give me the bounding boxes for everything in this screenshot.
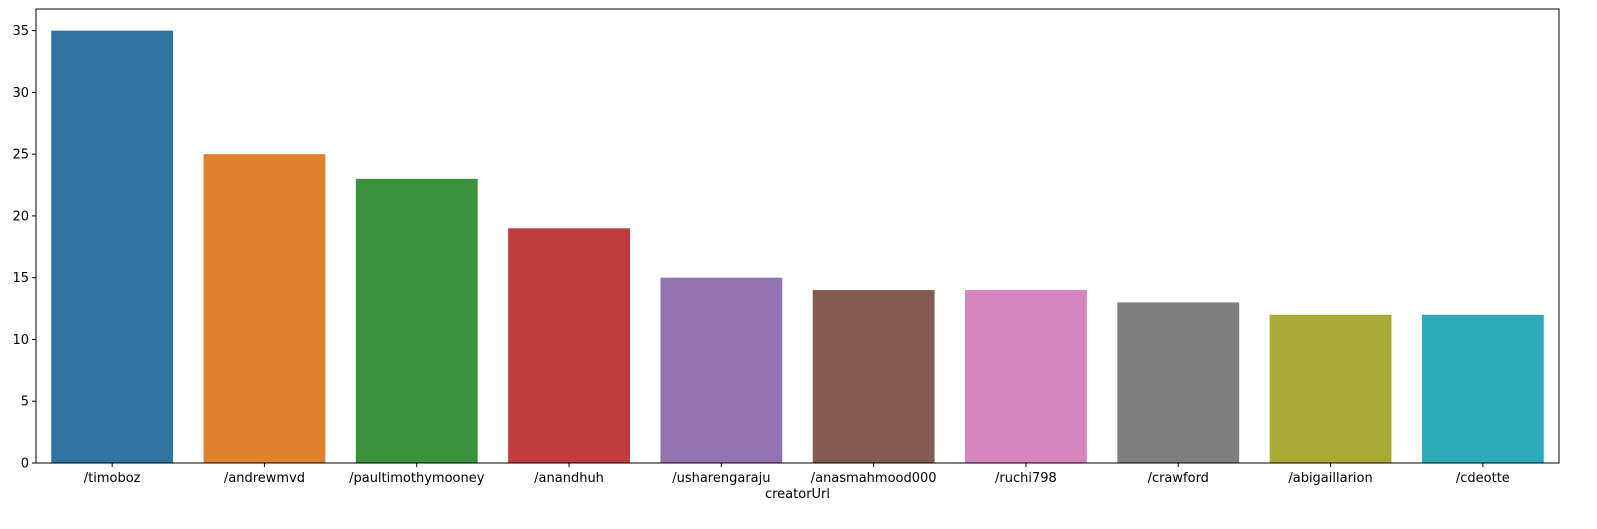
y-axis: 0 5 10 15 20 25 30 35: [12, 24, 36, 472]
x-tick-label: /anasmahmood000: [811, 471, 937, 486]
x-tick-label: /cdeotte: [1456, 471, 1510, 486]
bar-anasmahmood000: [812, 290, 935, 463]
x-tick-label: /abigaillarion: [1288, 471, 1372, 486]
bar-abigaillarion: [1269, 314, 1392, 463]
y-tick-label: 25: [12, 148, 29, 163]
y-tick-label: 0: [21, 457, 29, 472]
x-tick-label: /crawford: [1148, 471, 1209, 486]
x-tick-label: /anandhuh: [534, 471, 604, 486]
bars-layer: [51, 30, 1544, 463]
x-tick-label: /paultimothymooney: [349, 471, 485, 486]
bar-timoboz: [51, 30, 174, 463]
bar-ruchi798: [965, 290, 1087, 463]
bar-cdeotte: [1421, 314, 1544, 463]
plot-frame: [35, 8, 1560, 464]
x-tick-label: /timoboz: [84, 471, 141, 486]
y-tick-label: 30: [12, 86, 29, 101]
bar-paultimothymooney: [355, 178, 478, 463]
y-tick-label: 35: [12, 24, 29, 39]
y-tick-label: 15: [12, 271, 29, 286]
bar-anandhuh: [508, 228, 630, 463]
y-tick-label: 5: [21, 395, 29, 410]
x-tick-label: /usharengaraju: [672, 471, 770, 486]
bar-andrewmvd: [203, 154, 326, 463]
x-tick-label: /ruchi798: [995, 471, 1057, 486]
x-tick-label: /andrewmvd: [224, 471, 305, 486]
y-tick-label: 20: [12, 209, 29, 224]
y-tick-label: 10: [12, 333, 29, 348]
bar-crawford: [1117, 302, 1240, 463]
x-axis-label: creatorUrl: [765, 487, 830, 502]
x-axis: /timoboz/andrewmvd/paultimothymooney/ana…: [84, 463, 1510, 486]
bar-usharengaraju: [660, 277, 783, 463]
